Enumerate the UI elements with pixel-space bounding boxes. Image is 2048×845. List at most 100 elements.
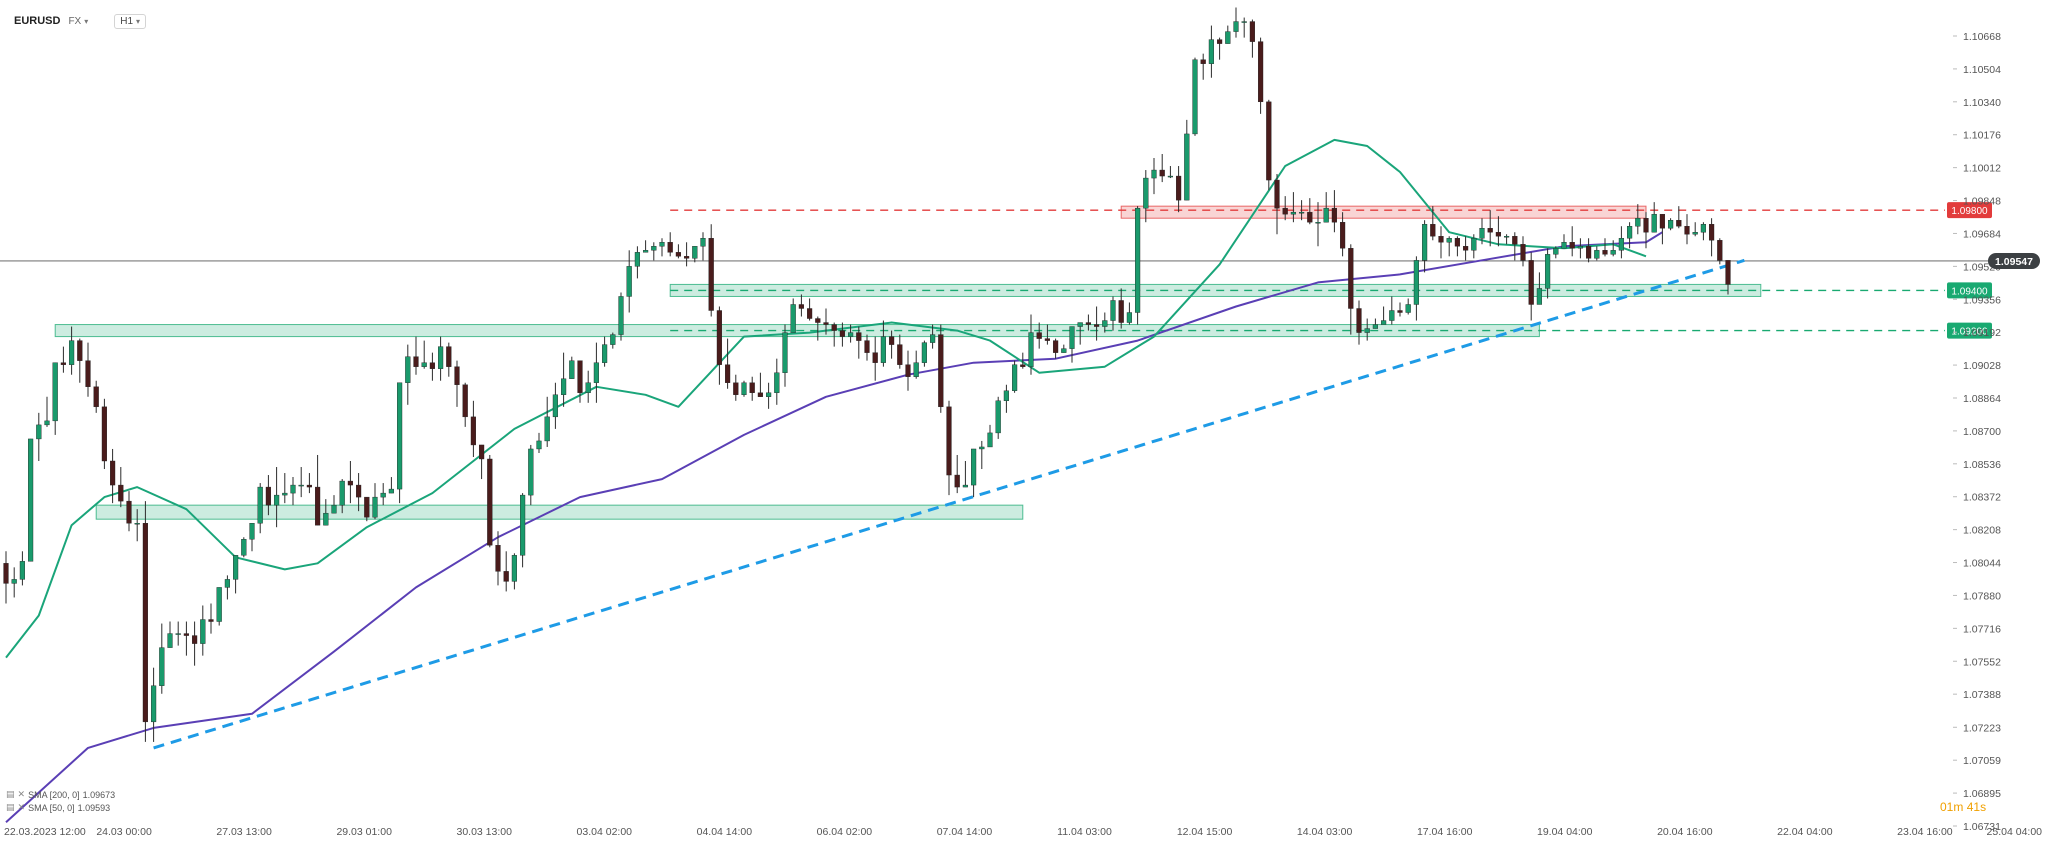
- candle: [1323, 192, 1329, 223]
- candle: [364, 496, 370, 522]
- candle: [839, 322, 846, 347]
- candle-body: [708, 238, 714, 311]
- candle: [1692, 222, 1698, 237]
- price-tick-label: 1.08208: [1963, 525, 2001, 537]
- candle: [1274, 174, 1280, 235]
- candle-body: [1372, 324, 1379, 329]
- time-tick-label: 20.04 16:00: [1657, 826, 1713, 838]
- candle-body: [1266, 101, 1272, 181]
- symbol-label[interactable]: EURUSD: [14, 15, 61, 27]
- candle-body: [1052, 340, 1059, 353]
- candle-body: [1495, 232, 1502, 237]
- candle: [921, 340, 928, 367]
- candle: [265, 475, 272, 516]
- timeframe-selector[interactable]: H1 ▾: [114, 13, 147, 29]
- levels-layer: 1.09800 1.09400 1.09200: [670, 202, 1992, 339]
- candle-body: [183, 633, 190, 636]
- level-label: 1.09800: [1951, 206, 1988, 217]
- candle-body: [167, 633, 173, 648]
- candle: [1208, 25, 1215, 78]
- candle: [1676, 206, 1682, 229]
- candle-body: [1290, 211, 1297, 215]
- candle: [1684, 214, 1690, 245]
- legend-sma-50[interactable]: ▤ ✕ SMA [50, 0] 1.09593: [6, 802, 110, 813]
- time-axis[interactable]: 22.03.2023 12:00 24.03 00:00 27.03 13:00 29…: [4, 826, 2042, 838]
- candle-body: [479, 444, 485, 460]
- legend-sma-200[interactable]: ▤ ✕ SMA [200, 0] 1.09673: [6, 789, 115, 800]
- candle: [134, 509, 140, 542]
- candle: [1594, 246, 1600, 261]
- candle: [1151, 158, 1157, 195]
- candle-body: [1446, 238, 1452, 243]
- candle: [1216, 37, 1223, 60]
- visibility-icon[interactable]: ▤: [6, 789, 15, 799]
- candle-body: [1700, 224, 1707, 233]
- time-tick-label: 29.03 01:00: [336, 826, 392, 838]
- candle: [889, 330, 895, 359]
- candle-body: [1503, 236, 1510, 238]
- candle: [1249, 19, 1256, 58]
- candle-body: [1225, 31, 1231, 44]
- candle: [585, 370, 591, 403]
- time-tick-label: 30.03 13:00: [456, 826, 512, 838]
- candle-body: [224, 579, 231, 588]
- candle-body: [1134, 207, 1141, 313]
- settings-icon[interactable]: ✕: [17, 802, 26, 812]
- candle-body: [28, 438, 34, 562]
- candle: [1520, 236, 1526, 267]
- price-tick-label: 1.08700: [1963, 426, 2001, 438]
- candle: [1438, 226, 1444, 259]
- candle: [1462, 236, 1469, 261]
- candle-body: [36, 424, 42, 440]
- sma-50-line: [5, 138, 1647, 659]
- candle: [150, 667, 157, 742]
- candle: [1725, 260, 1731, 295]
- market-selector[interactable]: FX ▾: [68, 16, 88, 27]
- candle: [36, 412, 42, 461]
- candle: [1143, 170, 1149, 223]
- candle: [298, 467, 304, 498]
- candle-body: [700, 238, 706, 247]
- candle: [1093, 306, 1100, 341]
- candle: [1471, 234, 1477, 259]
- candle-body: [298, 484, 304, 487]
- candle-body: [1520, 244, 1526, 261]
- candle-body: [913, 362, 919, 377]
- candle: [52, 362, 58, 435]
- candle: [766, 382, 772, 409]
- candle-body: [766, 392, 772, 397]
- candle-body: [807, 308, 813, 319]
- candle-body: [684, 256, 690, 259]
- candle: [1012, 360, 1018, 393]
- price-tick-label: 1.08864: [1963, 393, 2001, 405]
- candle-body: [692, 246, 698, 259]
- candle: [708, 224, 714, 317]
- candle-body: [643, 250, 649, 253]
- time-tick-label: 22.03.2023 12:00: [4, 826, 86, 838]
- candle-body: [552, 394, 559, 418]
- candle: [684, 242, 690, 267]
- timer-s-label: s: [1980, 800, 1987, 814]
- candle-body: [1594, 250, 1600, 259]
- candle: [224, 575, 231, 600]
- candle: [1028, 314, 1034, 375]
- candle-body: [618, 296, 624, 335]
- candle: [339, 479, 345, 514]
- price-tick-label: 1.07388: [1963, 689, 2001, 701]
- candle-body: [1044, 338, 1051, 341]
- candle: [438, 336, 444, 381]
- candle-body: [175, 633, 181, 635]
- candle-body: [1200, 59, 1206, 64]
- candle: [864, 334, 870, 361]
- candle-body: [1577, 246, 1584, 249]
- visibility-icon[interactable]: ▤: [6, 802, 15, 812]
- candle: [101, 398, 108, 470]
- settings-icon[interactable]: ✕: [17, 789, 26, 799]
- candle-body: [1307, 211, 1313, 223]
- price-axis[interactable]: 1.10668 1.10504 1.10340 1.10176 1.10012 1.098…: [1953, 31, 2040, 833]
- candle-body: [1708, 224, 1715, 241]
- ascending-trendline: [153, 258, 1745, 750]
- candle: [692, 246, 698, 263]
- candle-body: [585, 382, 591, 393]
